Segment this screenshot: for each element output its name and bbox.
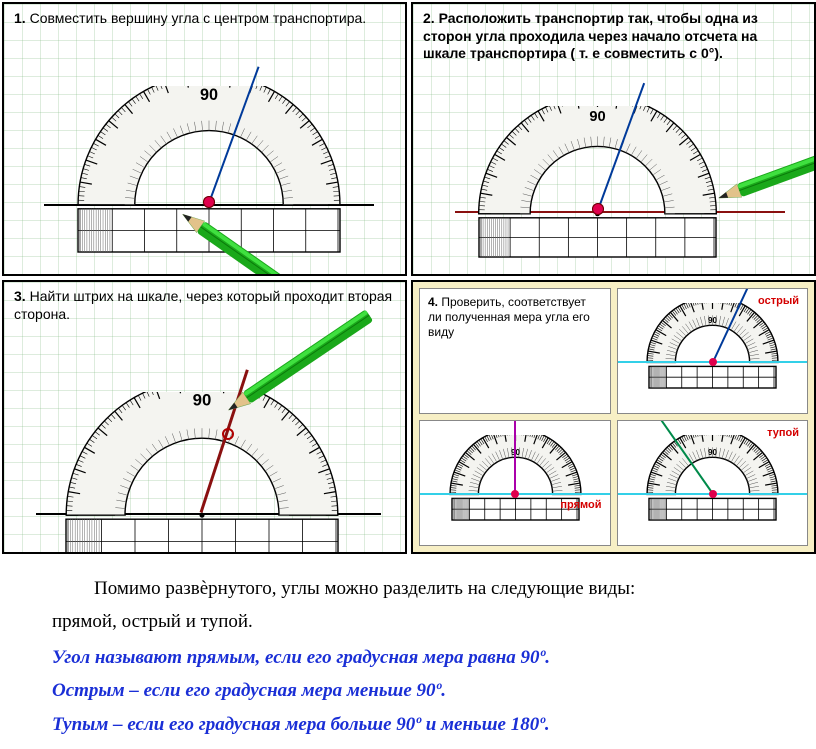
protractor-2: 90 (475, 106, 720, 268)
panel-3: 3. Найти штрих на шкале, через который п… (2, 280, 407, 554)
panel-3-num: 3. (14, 288, 26, 304)
panel-1: 1. Совместить вершину угла с центром тра… (2, 2, 407, 276)
svg-text:90: 90 (708, 316, 718, 325)
vertex-dot-2 (592, 203, 604, 215)
body-line-1: Помимо развѐрнутого, углы можно разделит… (52, 574, 764, 603)
panel-4-caption: 4. Проверить, соответствует ли полученна… (420, 289, 610, 346)
label-acute: острый (758, 295, 799, 307)
panel-4-text: Проверить, соответствует ли полученная м… (428, 295, 590, 339)
sub-acute: острый 90 (617, 288, 809, 414)
def-acute: Острым – если его градусная мера меньше … (52, 676, 764, 705)
body-text: Помимо развѐрнутого, углы можно разделит… (0, 556, 816, 739)
svg-text:90: 90 (708, 448, 718, 457)
sub-obtuse: тупой 90 (617, 420, 809, 546)
panel-2-text: Расположить транспортир так, чтобы одна … (423, 10, 758, 61)
panel-2: 2. Расположить транспортир так, чтобы од… (411, 2, 816, 276)
def-right: Угол называют прямым, если его градусная… (52, 643, 764, 672)
panel-3-text: Найти штрих на шкале, через который прох… (14, 288, 392, 322)
svg-text:90: 90 (589, 109, 605, 125)
def-obtuse: Тупым – если его градусная мера больше 9… (52, 710, 764, 739)
svg-text:90: 90 (193, 392, 212, 409)
protractor-3: 90 (62, 392, 342, 554)
panel-4-caption-cell: 4. Проверить, соответствует ли полученна… (419, 288, 611, 414)
svg-text:90: 90 (200, 86, 218, 104)
body-line-2: прямой, острый и тупой. (52, 607, 764, 636)
panel-1-text: Совместить вершину угла с центром трансп… (30, 10, 367, 26)
label-right: прямой (560, 499, 601, 511)
vertex-dot-1 (203, 196, 215, 208)
panel-4: 4. Проверить, соответствует ли полученна… (411, 280, 816, 554)
panel-grid: 1. Совместить вершину угла с центром тра… (0, 0, 816, 556)
panel-4-num: 4. (428, 295, 438, 309)
sub-right: прямой 90 (419, 420, 611, 546)
panel-2-caption: 2. Расположить транспортир так, чтобы од… (413, 4, 814, 67)
panel-1-caption: 1. Совместить вершину угла с центром тра… (4, 4, 405, 32)
panel-1-num: 1. (14, 10, 26, 26)
definitions: Угол называют прямым, если его градусная… (52, 643, 764, 739)
panel-2-num: 2. (423, 10, 435, 26)
label-obtuse: тупой (767, 427, 799, 439)
scale-mark-circle (222, 428, 234, 440)
